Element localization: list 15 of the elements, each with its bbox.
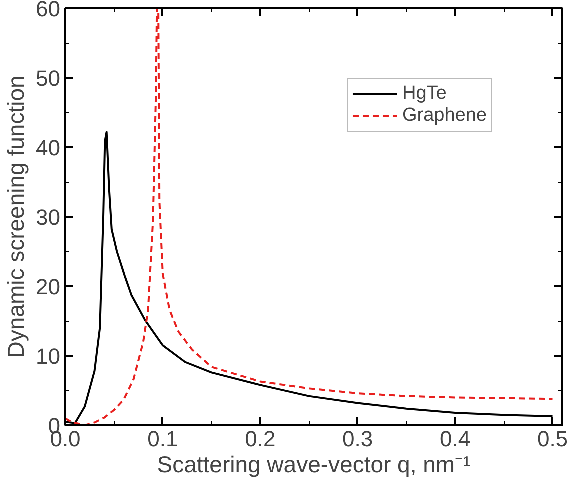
x-tick-label: 0.4 [440,426,471,452]
x-axis-title: Scattering wave-vector q, nm⁻¹ [157,452,472,478]
y-axis-title: Dynamic screening function [3,76,30,358]
y-tick-label: 40 [36,136,61,160]
legend-label: HgTe [402,83,447,105]
x-tick-label: 0.5 [537,426,568,452]
x-tick-label: 0.1 [148,426,178,452]
y-tick-label: 10 [36,344,61,369]
legend-label: Graphene [402,105,487,127]
x-tick-label: 0.3 [342,426,374,452]
y-tick-label: 50 [36,66,61,91]
y-tick-label: 60 [36,0,61,22]
y-tick-label: 30 [36,205,61,230]
y-tick-label: 20 [36,274,61,300]
x-tick-label: 0.2 [245,426,276,452]
